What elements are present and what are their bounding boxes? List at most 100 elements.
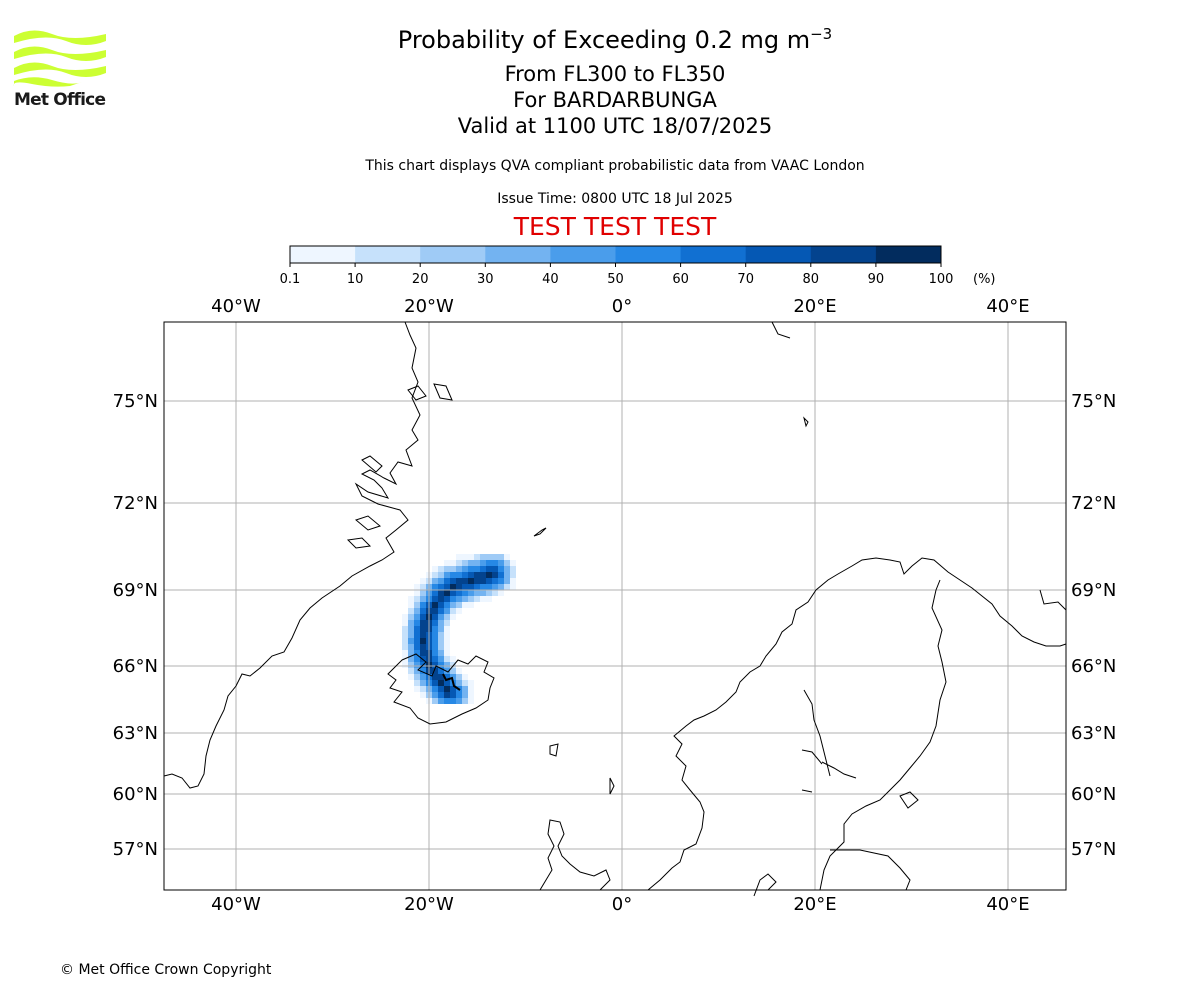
plume-cell bbox=[450, 578, 456, 584]
plume-cell bbox=[498, 554, 504, 560]
lon-label-bottom: 20°E bbox=[793, 894, 836, 915]
plume-cell bbox=[408, 620, 414, 626]
lat-label-right: 72°N bbox=[1071, 493, 1116, 514]
plume-cell bbox=[504, 554, 510, 560]
plume-cell bbox=[432, 596, 438, 602]
plume-cell bbox=[462, 680, 468, 686]
lat-label-left: 63°N bbox=[113, 723, 158, 744]
plume-cell bbox=[486, 572, 492, 578]
plume-cell bbox=[510, 584, 516, 590]
plume-cell bbox=[468, 578, 474, 584]
plume-cell bbox=[480, 560, 486, 566]
plume-cell bbox=[444, 608, 450, 614]
plume-cell bbox=[414, 632, 420, 638]
plume-cell bbox=[420, 668, 426, 674]
lat-label-right: 63°N bbox=[1071, 723, 1116, 744]
plume-cell bbox=[414, 644, 420, 650]
plume-cell bbox=[456, 560, 462, 566]
plume-cell bbox=[510, 578, 516, 584]
plume-cell bbox=[492, 566, 498, 572]
plume-cell bbox=[432, 614, 438, 620]
plume-cell bbox=[456, 698, 462, 704]
plume-cell bbox=[420, 602, 426, 608]
plume-cell bbox=[444, 644, 450, 650]
plume-cell bbox=[408, 674, 414, 680]
plume-cell bbox=[414, 656, 420, 662]
plume-cell bbox=[468, 692, 474, 698]
plume-cell bbox=[474, 566, 480, 572]
plume-cell bbox=[486, 560, 492, 566]
plume-cell bbox=[456, 554, 462, 560]
plume-cell bbox=[456, 608, 462, 614]
copyright-notice: © Met Office Crown Copyright bbox=[60, 962, 272, 978]
lat-label-left: 57°N bbox=[113, 839, 158, 860]
flight-level-range: From FL300 to FL350 bbox=[504, 62, 726, 86]
plume-cell bbox=[402, 626, 408, 632]
plume-cell bbox=[444, 572, 450, 578]
plume-cell bbox=[444, 626, 450, 632]
plume-cell bbox=[462, 686, 468, 692]
scotland-coast bbox=[539, 819, 611, 891]
colorbar-swatch bbox=[680, 246, 747, 263]
plume-cell bbox=[432, 566, 438, 572]
issue-time: Issue Time: 0800 UTC 18 Jul 2025 bbox=[497, 191, 733, 207]
plume-cell bbox=[438, 674, 444, 680]
plume-cell bbox=[456, 692, 462, 698]
plume-cell bbox=[408, 602, 414, 608]
plume-cell bbox=[486, 566, 492, 572]
plume-cell bbox=[444, 674, 450, 680]
plume-cell bbox=[444, 602, 450, 608]
plume-cell bbox=[438, 662, 444, 668]
plume-cell bbox=[462, 602, 468, 608]
plume-cell bbox=[486, 554, 492, 560]
plume-cell bbox=[438, 590, 444, 596]
plume-cell bbox=[420, 680, 426, 686]
lat-label-right: 69°N bbox=[1071, 580, 1116, 601]
plume-cell bbox=[414, 686, 420, 692]
plume-cell bbox=[438, 614, 444, 620]
lat-label-left: 72°N bbox=[113, 493, 158, 514]
plume-cell bbox=[432, 668, 438, 674]
plume-cell bbox=[468, 566, 474, 572]
chart-title-text: Probability of Exceeding 0.2 mg m bbox=[397, 26, 811, 54]
plume-cell bbox=[474, 590, 480, 596]
lat-label-left: 66°N bbox=[113, 656, 158, 677]
plume-cell bbox=[432, 620, 438, 626]
plume-cell bbox=[414, 590, 420, 596]
colorbar-swatch bbox=[615, 246, 682, 263]
plume-cell bbox=[474, 554, 480, 560]
plume-cell bbox=[444, 590, 450, 596]
plume-cell bbox=[462, 566, 468, 572]
plume-cell bbox=[432, 686, 438, 692]
plume-cell bbox=[438, 584, 444, 590]
plume-cell bbox=[468, 590, 474, 596]
colorbar-tick-label: 90 bbox=[868, 272, 885, 287]
plume-cell bbox=[414, 668, 420, 674]
plume-cell bbox=[432, 674, 438, 680]
plume-cell bbox=[420, 584, 426, 590]
map-frame bbox=[163, 321, 1067, 891]
colorbar-tick-label: 80 bbox=[803, 272, 820, 287]
colorbar-swatch bbox=[810, 246, 877, 263]
plume-cell bbox=[468, 596, 474, 602]
plume-cell bbox=[450, 596, 456, 602]
plume-cell bbox=[438, 632, 444, 638]
plume-cell bbox=[450, 668, 456, 674]
plume-cell bbox=[420, 590, 426, 596]
plume-cell bbox=[498, 560, 504, 566]
plume-cell bbox=[462, 572, 468, 578]
chart-title-exponent: −3 bbox=[810, 25, 833, 43]
colorbar-unit: (%) bbox=[973, 272, 996, 287]
plume-cell bbox=[432, 584, 438, 590]
plume-cell bbox=[414, 614, 420, 620]
plume-cell bbox=[414, 650, 420, 656]
plume-cell bbox=[444, 584, 450, 590]
plume-cell bbox=[438, 602, 444, 608]
plume-cell bbox=[408, 644, 414, 650]
plume-cell bbox=[438, 698, 444, 704]
plume-cell bbox=[492, 560, 498, 566]
plume-cell bbox=[408, 614, 414, 620]
plume-cell bbox=[444, 620, 450, 626]
plume-cell bbox=[468, 680, 474, 686]
plume-cell bbox=[474, 572, 480, 578]
